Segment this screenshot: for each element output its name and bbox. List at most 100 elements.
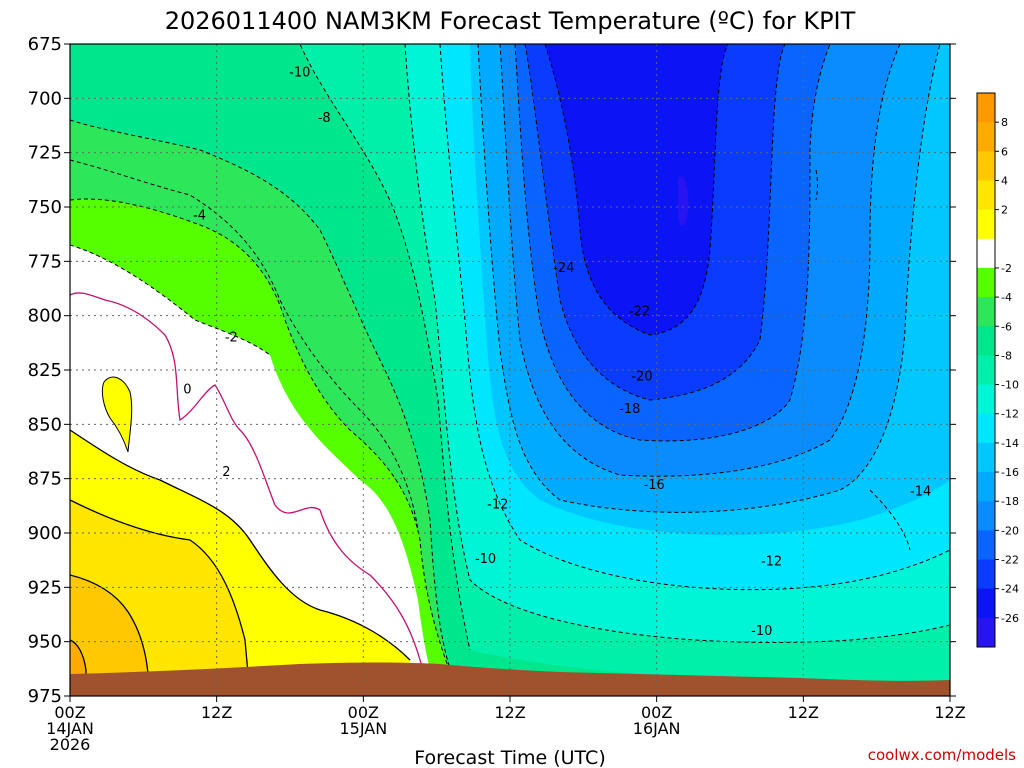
y-tick-label: 725: [28, 143, 62, 164]
x-tick-label: 2026: [50, 735, 91, 754]
contour-2: [70, 429, 411, 661]
colorbar-label: -24: [1001, 583, 1019, 596]
contour-label: -8: [318, 111, 331, 126]
x-tick-label: 12Z: [201, 703, 232, 722]
colorbar-band: [977, 297, 995, 327]
freezing-line: [70, 292, 433, 696]
contour-label: -2: [225, 330, 238, 345]
contour-label: -12: [487, 498, 508, 513]
y-tick-label: 925: [28, 577, 62, 598]
colorbar-band: [977, 267, 995, 298]
contour-label: -10: [475, 552, 496, 567]
chart-title: 2026011400 NAM3KM Forecast Temperature (…: [165, 7, 856, 35]
colorbar-band: [977, 238, 995, 269]
contour-minus20: [514, 44, 831, 442]
x-tick-label: 12Z: [494, 703, 525, 722]
x-tick-label: 00Z: [348, 703, 379, 722]
colorbar-band: [977, 180, 995, 211]
contour-minus8: [70, 119, 461, 696]
colorbar-label: -14: [1001, 437, 1019, 450]
colorbar-band: [977, 442, 995, 473]
x-tick-label: 14JAN: [46, 719, 94, 738]
y-tick-label: 775: [28, 251, 62, 272]
colorbar-band: [977, 501, 995, 531]
colorbar-band: [977, 413, 995, 444]
x-tick-label: 16JAN: [633, 719, 681, 738]
gridlines: [70, 44, 950, 696]
x-tick-label: 12Z: [934, 703, 965, 722]
colorbar-label: 6: [1001, 145, 1008, 158]
y-tick-label: 950: [28, 632, 62, 653]
contour-label: -22: [629, 304, 650, 319]
contour-label: 2: [222, 465, 230, 480]
colorbar-band: [977, 559, 995, 590]
colorbar-label: -4: [1001, 291, 1012, 304]
colorbar-band: [977, 530, 995, 561]
colorbar-label: -12: [1001, 408, 1019, 421]
colorbar-band: [977, 472, 995, 502]
colorbar-label: 8: [1001, 116, 1008, 129]
colorbar-label: -8: [1001, 349, 1012, 362]
contour-minus22: [524, 44, 786, 401]
contour-east-minus14: [869, 489, 911, 551]
colorbar-label: -20: [1001, 524, 1019, 537]
x-tick-label: 12Z: [788, 703, 819, 722]
y-axis: 675 700 725 750 775 800 825 850 875 900 925 950 975: [28, 34, 956, 707]
contour-label: -14: [910, 485, 931, 500]
contour-minus6: [70, 198, 461, 696]
contour-label: 0: [183, 383, 191, 398]
colorbar-label: 4: [1001, 174, 1008, 187]
contour-label: -16: [644, 478, 665, 493]
y-tick-label: 825: [28, 360, 62, 381]
contour-6: [70, 574, 151, 696]
y-tick-label: 675: [28, 34, 62, 55]
y-tick-label: 875: [28, 469, 62, 490]
colorbar-label: -2: [1001, 262, 1012, 275]
x-tick-label: 00Z: [641, 703, 672, 722]
credit-text: coolwx.com/models: [868, 746, 1016, 764]
contour-minus12: [404, 44, 950, 643]
plot-area: -10-8-4-202-24-22-20-18-16 -14-12-12-10-1…: [69, 43, 951, 697]
x-axis-label: Forecast Time (UTC): [414, 747, 605, 768]
contour-8: [70, 639, 87, 696]
contour-label: -24: [553, 261, 574, 276]
colorbar-frame: [976, 92, 996, 648]
contour-minus18: [499, 44, 901, 477]
colorbar-band: [977, 355, 995, 386]
contour-minus2-east: [70, 244, 271, 356]
contour-minus16: [477, 44, 941, 513]
x-tick-label: 15JAN: [339, 719, 387, 738]
contour-minus10: [70, 44, 471, 651]
contour-label: -18: [619, 402, 640, 417]
colorbar-label: -10: [1001, 379, 1019, 392]
colorbar-band: [977, 93, 995, 123]
colorbar-label: -18: [1001, 495, 1019, 508]
contour-label: -12: [761, 554, 782, 569]
colorbar-band: [977, 617, 995, 648]
colorbar-label: -6: [1001, 320, 1012, 333]
colorbar-band: [977, 588, 995, 619]
y-tick-label: 975: [28, 686, 62, 707]
colorbar-label: -16: [1001, 466, 1019, 479]
colorbar-band: [977, 209, 995, 240]
x-tick-label: 00Z: [54, 703, 85, 722]
band-minus24: [545, 44, 728, 335]
y-tick-label: 700: [28, 88, 62, 109]
contour-label: -20: [631, 370, 652, 385]
colorbar-label: -26: [1001, 612, 1019, 625]
contour-4: [70, 499, 251, 696]
y-tick-label: 800: [28, 306, 62, 327]
band-minus26: [678, 176, 689, 226]
band-4-to-6: [70, 575, 150, 696]
y-tick-label: 750: [28, 197, 62, 218]
colorbar-label: 2: [1001, 204, 1008, 217]
colorbar-label: -22: [1001, 554, 1019, 567]
colorbar-band: [977, 151, 995, 181]
contour-lines: [70, 44, 950, 696]
colorbar-band: [977, 326, 995, 356]
temperature-fill: [70, 44, 950, 696]
contour-local-minus24: [815, 169, 818, 201]
contour-minus4: [70, 159, 419, 531]
contour-minus14: [439, 44, 950, 591]
